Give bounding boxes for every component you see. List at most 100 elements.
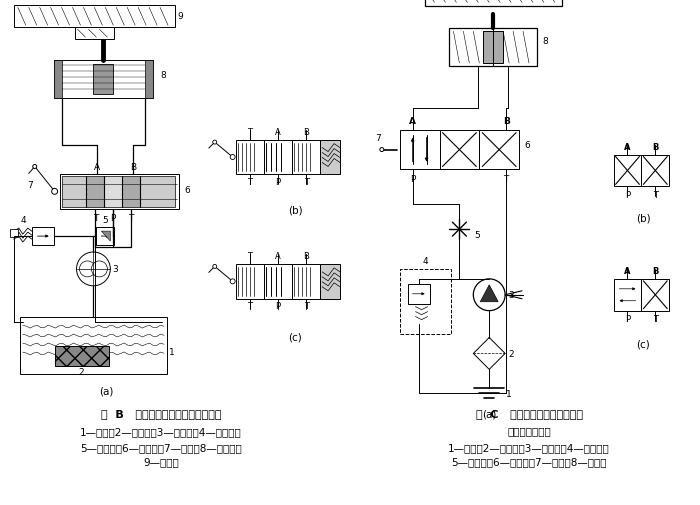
Text: 7: 7: [27, 180, 33, 189]
Bar: [140, 177, 175, 208]
Circle shape: [52, 189, 57, 195]
Text: T: T: [247, 301, 252, 311]
Bar: [264, 265, 292, 299]
Text: 7: 7: [375, 134, 381, 143]
Bar: [236, 140, 264, 175]
Bar: [122, 177, 140, 208]
Bar: [320, 265, 340, 299]
Bar: [641, 279, 669, 311]
Circle shape: [213, 141, 217, 145]
Text: 8: 8: [160, 71, 166, 80]
Text: B: B: [652, 267, 659, 276]
Bar: [54, 61, 153, 98]
Polygon shape: [102, 232, 111, 241]
Bar: [320, 140, 340, 175]
Text: T: T: [92, 213, 98, 222]
Bar: [55, 347, 109, 367]
Polygon shape: [480, 285, 498, 302]
Circle shape: [76, 252, 111, 286]
Bar: [62, 177, 87, 208]
Text: 5: 5: [475, 230, 480, 239]
Text: T: T: [653, 315, 658, 324]
Text: 3: 3: [508, 291, 514, 299]
Text: （用图形符号）: （用图形符号）: [507, 425, 551, 435]
Circle shape: [213, 265, 217, 269]
Text: 1: 1: [169, 347, 175, 356]
Bar: [264, 140, 292, 175]
Text: T: T: [129, 213, 134, 222]
Text: (c): (c): [288, 332, 302, 342]
Text: P: P: [410, 175, 415, 183]
Text: T: T: [503, 175, 509, 183]
Text: T: T: [247, 128, 252, 137]
Text: 2: 2: [508, 349, 514, 358]
Bar: [400, 130, 440, 170]
Text: 1—油箱；2—滤油器；3—液压泵；4—溢流阀；: 1—油箱；2—滤油器；3—液压泵；4—溢流阀；: [448, 442, 610, 452]
Bar: [32, 228, 54, 245]
Text: P: P: [275, 301, 281, 311]
Circle shape: [380, 148, 384, 152]
Bar: [292, 140, 320, 175]
Text: P: P: [625, 190, 630, 199]
Bar: [613, 279, 641, 311]
Bar: [400, 269, 452, 334]
Text: 4: 4: [423, 257, 428, 266]
Bar: [14, 7, 175, 28]
Text: 3: 3: [113, 265, 118, 274]
Text: (b): (b): [636, 213, 651, 223]
Text: 4: 4: [21, 215, 27, 224]
Bar: [104, 177, 122, 208]
Bar: [97, 228, 114, 245]
Bar: [236, 265, 264, 299]
Text: T: T: [247, 252, 252, 261]
Text: B: B: [130, 163, 136, 172]
Text: B: B: [303, 128, 309, 137]
Text: 9—工作台: 9—工作台: [144, 456, 179, 466]
Text: 9: 9: [177, 12, 183, 21]
Bar: [54, 61, 62, 98]
Bar: [449, 29, 537, 67]
Text: 图  B   机床工作台液压系统结构原理: 图 B 机床工作台液压系统结构原理: [101, 409, 221, 418]
Bar: [480, 130, 519, 170]
Bar: [292, 265, 320, 299]
Text: 2: 2: [78, 367, 84, 376]
Text: 8: 8: [542, 36, 548, 45]
Text: (a): (a): [99, 385, 113, 395]
Bar: [641, 155, 669, 187]
Text: (c): (c): [636, 339, 650, 349]
Text: 6: 6: [184, 185, 190, 194]
Circle shape: [33, 165, 36, 169]
Text: A: A: [275, 128, 281, 137]
Text: A: A: [624, 267, 631, 276]
Text: T: T: [304, 301, 309, 311]
Circle shape: [80, 262, 95, 277]
Text: P: P: [625, 315, 630, 324]
Bar: [440, 130, 480, 170]
Text: 6: 6: [524, 141, 530, 150]
Bar: [60, 175, 179, 210]
Circle shape: [230, 279, 235, 284]
Text: 5—节流阀；6—换向阀；7—手柄；8—液压缸；: 5—节流阀；6—换向阀；7—手柄；8—液压缸；: [80, 442, 242, 452]
Text: B: B: [652, 143, 659, 152]
Text: T: T: [247, 178, 252, 186]
Text: B: B: [303, 252, 309, 261]
Text: (b): (b): [288, 205, 302, 215]
Circle shape: [473, 279, 505, 311]
Text: (a): (a): [482, 409, 496, 418]
Bar: [74, 28, 114, 40]
Circle shape: [230, 155, 235, 160]
Text: A: A: [94, 163, 101, 172]
Text: 5—节流阀；6—换向阀；7—手柄；8—液压缸: 5—节流阀；6—换向阀；7—手柄；8—液压缸: [452, 456, 607, 466]
Bar: [20, 317, 167, 375]
Text: T: T: [653, 190, 658, 199]
Bar: [87, 177, 104, 208]
Bar: [10, 230, 18, 238]
Text: P: P: [275, 178, 281, 186]
Text: 1—油箱；2—滤油器；3—液压泵；4—溢流阀；: 1—油箱；2—滤油器；3—液压泵；4—溢流阀；: [80, 426, 242, 436]
Text: 1: 1: [506, 389, 512, 398]
Text: A: A: [624, 143, 631, 152]
Text: A: A: [410, 117, 416, 126]
Text: 5: 5: [102, 215, 108, 224]
Text: T: T: [304, 178, 309, 186]
Text: A: A: [275, 252, 281, 261]
